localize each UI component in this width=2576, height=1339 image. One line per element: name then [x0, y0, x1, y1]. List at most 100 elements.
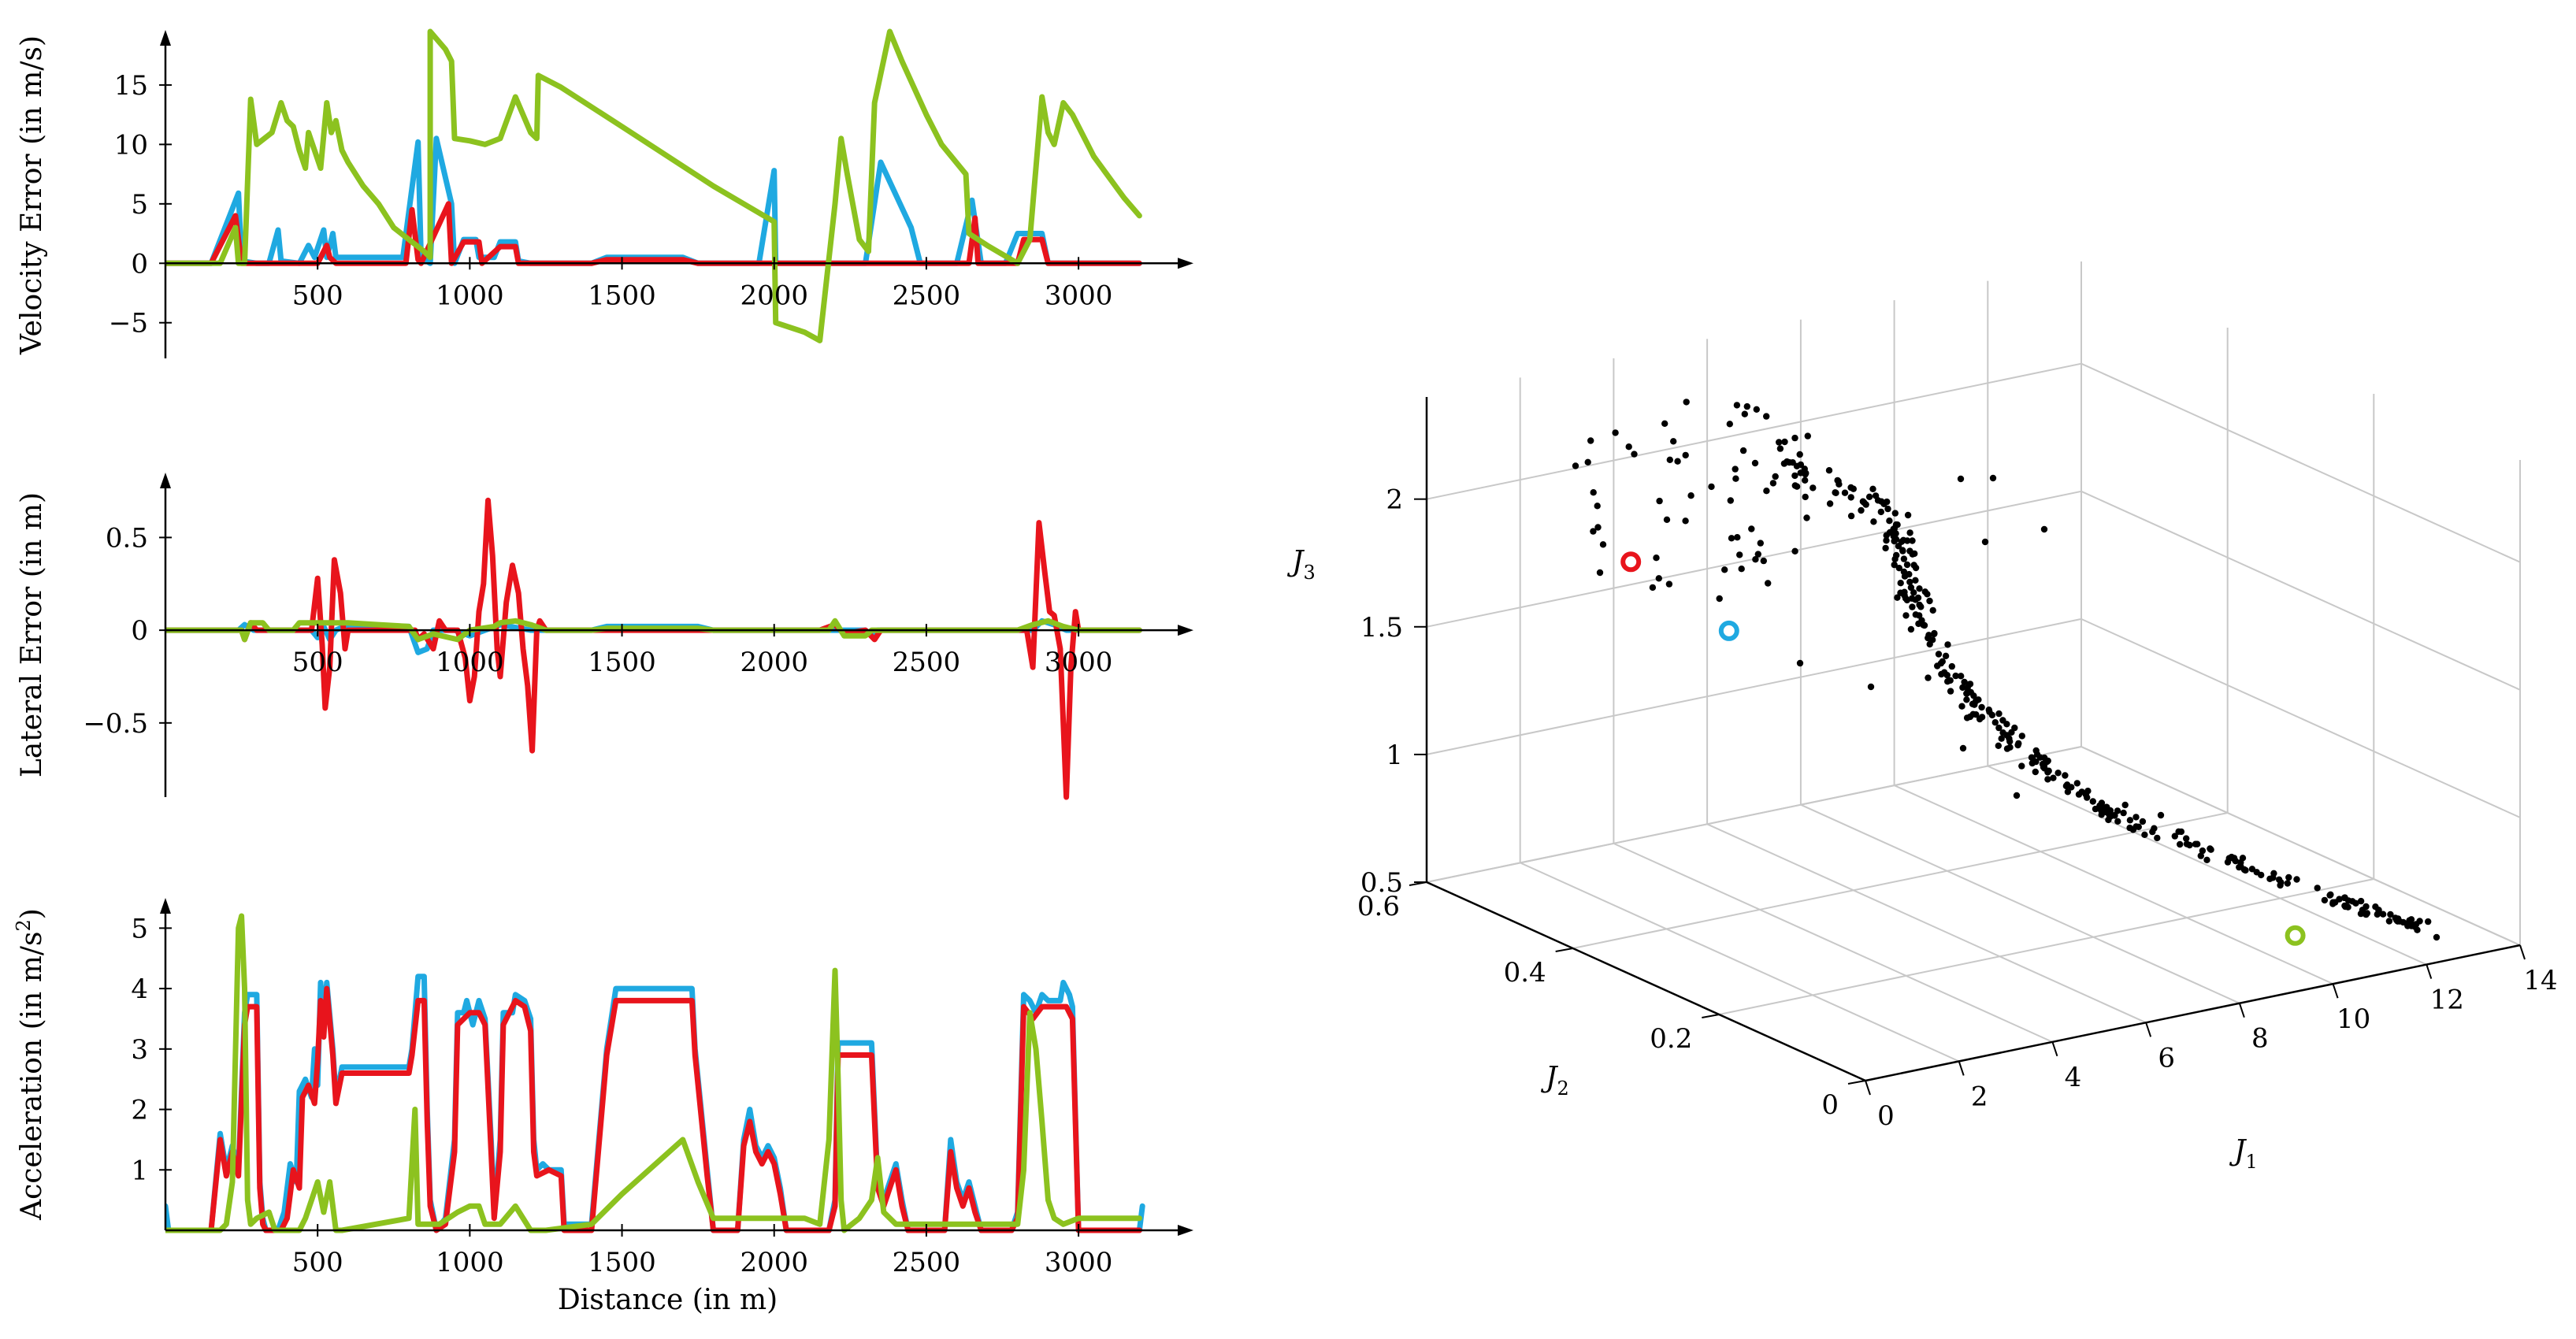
grid-line	[1426, 746, 2082, 883]
x-axis-arrow	[1178, 1225, 1193, 1236]
scatter-point	[2207, 846, 2214, 853]
scatter-point	[1877, 508, 1884, 516]
scatter-point	[1760, 557, 1767, 565]
x-tick-label: 500	[292, 1247, 343, 1278]
scatter-points	[1572, 399, 2441, 941]
scatter-point	[2028, 754, 2036, 761]
scatter-point	[1594, 503, 1601, 510]
scatter-point	[1981, 538, 1989, 546]
j1-tick-label: 4	[2065, 1062, 2082, 1093]
scatter-point	[2406, 920, 2413, 927]
scatter-point	[2425, 918, 2432, 925]
y-axis-label-prefix: Acceleration (in m/s	[16, 932, 48, 1221]
y-axis-label: Acceleration (in m/s2)	[13, 908, 48, 1221]
scatter-point	[2342, 903, 2349, 911]
scatter-point	[1655, 575, 1662, 582]
grid-line	[1613, 842, 2053, 1043]
series-blue-line	[165, 135, 1142, 266]
highlight-point-red	[1620, 551, 1642, 573]
scatter-point	[1763, 413, 1770, 420]
scatter-point	[1929, 606, 1936, 614]
j3-tick-label: 0.5	[1360, 867, 1403, 899]
scatter-point	[1832, 489, 1839, 496]
scatter-point	[1776, 439, 1783, 446]
j1-tick	[2145, 1022, 2152, 1037]
scatter-point	[1683, 399, 1690, 406]
j3-axis-label: J3	[1286, 546, 1316, 584]
scatter-point	[1907, 625, 1915, 633]
scatter-point	[2120, 809, 2127, 817]
scatter-point	[1734, 534, 1741, 541]
scatter-point	[1925, 634, 1932, 642]
scatter-point	[1999, 717, 2006, 724]
scatter-point	[1961, 678, 1968, 686]
grid-line	[2080, 618, 2521, 818]
scatter-point	[1916, 612, 1923, 619]
scatter-point	[1909, 603, 1916, 610]
x-tick-label: 1500	[588, 1247, 656, 1278]
scatter-point	[2393, 917, 2400, 924]
scatter-point	[1743, 402, 1750, 410]
j1-axis-label-sub: 1	[2245, 1151, 2257, 1173]
scatter-point	[2237, 862, 2244, 870]
scatter-point	[1765, 580, 1772, 587]
scatter-point	[1753, 406, 1760, 413]
scatter-point	[2341, 894, 2348, 901]
scatter-point	[2192, 840, 2199, 848]
scatter-point	[1716, 595, 1723, 603]
x-tick-label: 2500	[893, 280, 961, 311]
scatter-point	[2040, 525, 2048, 533]
grid-line	[1426, 362, 2082, 500]
scatter-point	[2032, 747, 2040, 755]
scatter-point	[2062, 772, 2069, 779]
grid-line	[1572, 812, 2228, 949]
x-axis-label: Distance (in m)	[558, 1284, 778, 1316]
series-green-line	[165, 28, 1142, 343]
y-tick-label: 15	[114, 70, 148, 102]
scatter-point	[2149, 828, 2156, 836]
j1-tick	[2051, 1041, 2058, 1057]
scatter-point	[1904, 511, 1912, 519]
j1-tick-label: 6	[2158, 1042, 2175, 1074]
scatter-point	[1991, 719, 1999, 726]
scatter-point	[2015, 740, 2022, 747]
scatter-point	[1572, 462, 1579, 469]
scatter-point	[1906, 529, 1913, 536]
scatter-point	[1867, 683, 1875, 691]
scatter-point	[1900, 555, 1908, 562]
scatter-point	[1957, 475, 1965, 483]
scatter-point	[1995, 724, 2003, 732]
scatter-point	[1976, 715, 1984, 723]
scatter-point	[1894, 594, 1901, 601]
scatter-point	[1721, 566, 1728, 573]
scatter-point	[1663, 516, 1671, 523]
scatter-point	[2329, 899, 2337, 906]
j2-tick-label: 0.4	[1504, 957, 1546, 988]
scatter-point	[1752, 556, 1759, 563]
x-axis-arrow	[1178, 625, 1193, 636]
scatter-point	[1969, 700, 1977, 707]
x-tick-label: 1000	[436, 1247, 504, 1278]
scatter-point	[1631, 451, 1638, 458]
scatter-point	[1858, 506, 1865, 514]
scatter-point	[1841, 489, 1849, 496]
x-tick-label: 1500	[588, 280, 656, 311]
scatter-point	[1882, 544, 1889, 552]
scatter-point	[1989, 474, 1997, 482]
scatter-point	[2363, 910, 2370, 917]
scatter-point	[1916, 585, 1923, 592]
scatter-point	[1963, 714, 1971, 721]
scatter-point	[1590, 528, 1597, 535]
scatter-point	[1687, 492, 1694, 499]
scatter-point	[1612, 429, 1619, 436]
scatter-point	[1757, 540, 1764, 547]
grid-line	[1520, 862, 1960, 1063]
scatter-point	[1736, 551, 1743, 558]
scatter-point	[2044, 757, 2051, 765]
scatter-point	[1738, 566, 1745, 573]
scatter-point	[1802, 493, 1809, 501]
grid	[1426, 261, 2521, 1081]
scatter-point	[2372, 903, 2379, 911]
